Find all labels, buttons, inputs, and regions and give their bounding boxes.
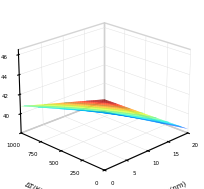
X-axis label: ea(nm): ea(nm) <box>162 179 188 189</box>
Y-axis label: ΔT(K): ΔT(K) <box>24 181 44 189</box>
